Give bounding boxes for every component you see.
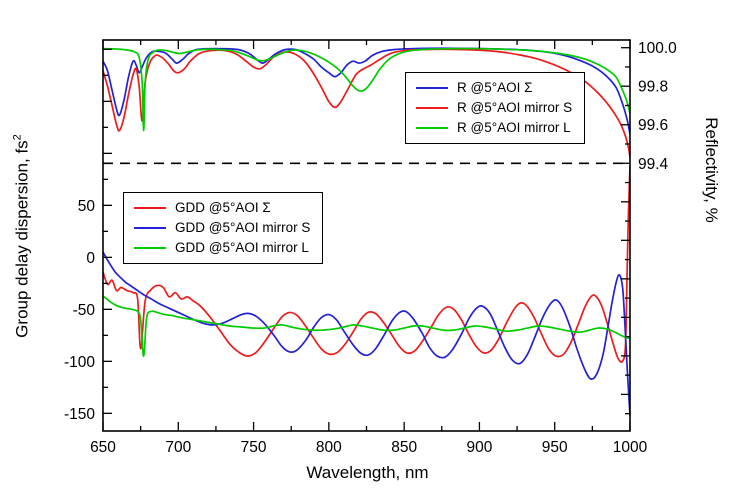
- legend-item: R @5°AOI Σ: [416, 79, 572, 97]
- tick-label: 99.8: [638, 79, 668, 96]
- legend-item-label: R @5°AOI mirror S: [457, 100, 573, 115]
- legend-line-sample: [134, 206, 166, 210]
- tick-label: -150: [64, 406, 95, 423]
- legend-line-sample: [134, 226, 166, 230]
- legend-item-label: GDD @5°AOI Σ: [175, 200, 271, 215]
- tick-label: 800: [316, 439, 342, 456]
- tick-label: 950: [542, 439, 568, 456]
- tick-label: 650: [90, 439, 116, 456]
- curves-group: [103, 47, 630, 417]
- legend-item: GDD @5°AOI mirror L: [134, 239, 310, 257]
- left-axis-title: Group delay dispersion, fs2: [12, 134, 33, 338]
- r-mirror-l-curve: [103, 47, 630, 132]
- tick-label: 900: [466, 439, 492, 456]
- gdd-sum-curve: [103, 164, 630, 363]
- tick-label: 750: [241, 439, 267, 456]
- tick-label: 0: [86, 250, 95, 267]
- tick-label: 50: [78, 198, 96, 215]
- legend-item: R @5°AOI mirror L: [416, 119, 572, 137]
- legend-gdd: GDD @5°AOI Σ GDD @5°AOI mirror S GDD @5°…: [123, 192, 324, 264]
- tick-label: 99.4: [638, 156, 669, 173]
- legend-item-label: GDD @5°AOI mirror L: [175, 240, 309, 255]
- legend-item: GDD @5°AOI Σ: [134, 199, 310, 217]
- legend-item: R @5°AOI mirror S: [416, 99, 572, 117]
- gdd-mirror-l-curve: [103, 294, 630, 357]
- tick-label: 1000: [613, 439, 648, 456]
- tick-label: -100: [64, 354, 95, 371]
- legend-item-label: R @5°AOI mirror L: [457, 120, 571, 135]
- tick-label: 850: [391, 439, 417, 456]
- legend-item: GDD @5°AOI mirror S: [134, 219, 310, 237]
- legend-reflectivity: R @5°AOI Σ R @5°AOI mirror S R @5°AOI mi…: [405, 72, 586, 144]
- x-axis-title: Wavelength, nm: [306, 463, 429, 482]
- gdd-mirror-s-curve: [103, 251, 630, 417]
- legend-line-sample: [134, 246, 166, 250]
- legend-item-label: GDD @5°AOI mirror S: [175, 220, 311, 235]
- legend-line-sample: [416, 106, 448, 110]
- legend-line-sample: [416, 126, 448, 130]
- left-axis-title-text: Group delay dispersion, fs: [12, 140, 32, 338]
- legend-line-sample: [416, 86, 448, 90]
- right-axis-title: Reflectivity, %: [702, 117, 721, 223]
- tick-label: 700: [165, 439, 191, 456]
- tick-label: -50: [73, 302, 96, 319]
- tick-label: 99.6: [638, 117, 668, 134]
- legend-item-label: R @5°AOI Σ: [457, 80, 533, 95]
- tick-label: 100.0: [638, 40, 677, 57]
- left-axis-title-superscript: 2: [11, 134, 24, 141]
